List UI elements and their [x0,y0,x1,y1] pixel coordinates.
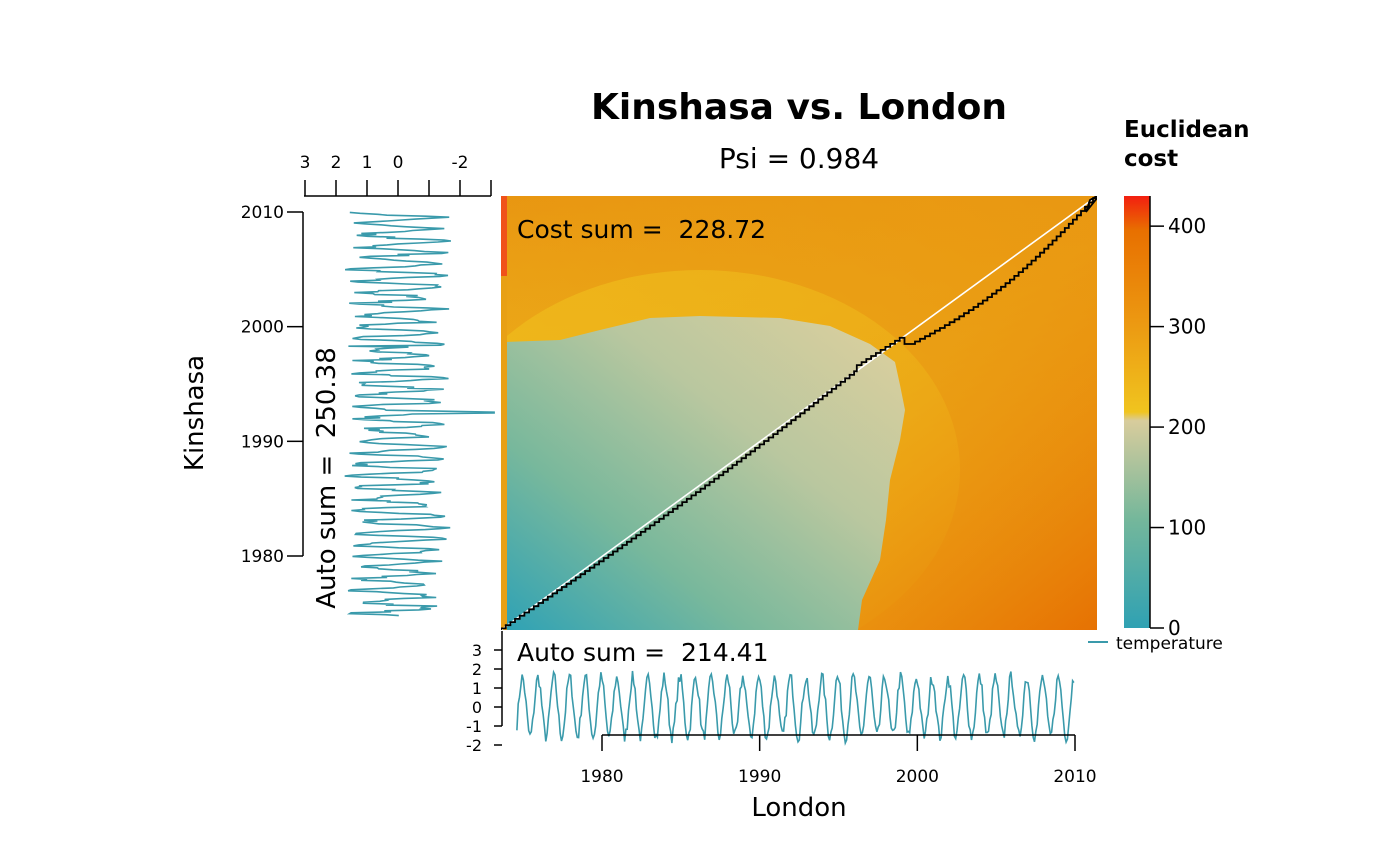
x-tick-label: 1980 [580,767,623,787]
left-value-tick-label: 0 [393,153,404,173]
colorbar-title-line-1: Euclidean [1124,117,1249,143]
y-auto-sum-label: Auto sum = 250.38 [312,347,342,609]
colorbar: Euclidean cost 0 100 200 300 400 [1124,117,1257,640]
left-value-tick-label: -2 [452,153,469,173]
x-tick-label: 1990 [738,767,781,787]
left-value-tick-label: 1 [362,153,373,173]
colorbar-tick-label: 300 [1168,315,1206,339]
left-series-value-ticks: 3 2 1 0 -2 [300,153,492,196]
colorbar-tick-label: 400 [1168,214,1206,238]
y-tick-label: 2000 [241,318,284,338]
left-value-tick-label: 3 [300,153,311,173]
cost-heatmap [501,196,1097,630]
left-series-panel: 3 2 1 0 -2 1980 1990 2000 2010 Kinshasa Auto su… [180,153,495,617]
heatmap-low-cost-region [506,316,905,630]
x-axis-ticks: 1980 1990 2000 2010 [580,735,1097,787]
chart-title: Kinshasa vs. London [591,87,1007,128]
heatmap-left-edge-strip [501,196,507,630]
bottom-value-tick-label: -1 [466,717,482,736]
colorbar-gradient [1124,196,1150,628]
colorbar-title-line-2: cost [1124,146,1178,172]
x-tick-label: 2010 [1053,767,1096,787]
diagonal-line [501,196,1097,630]
x-auto-sum-label: Auto sum = 214.41 [517,638,768,667]
colorbar-title: Euclidean cost [1124,117,1257,172]
bottom-value-tick-label: 1 [472,679,482,698]
warping-path [501,196,1097,630]
left-series-line [344,211,495,617]
colorbar-tick-label: 0 [1168,616,1181,640]
bottom-series-line [516,669,1075,746]
colorbar-tick-label: 200 [1168,415,1206,439]
bottom-value-tick-label: 2 [472,660,482,679]
bottom-value-tick-label: 0 [472,698,482,717]
bottom-value-tick-label: 3 [472,641,482,660]
y-tick-label: 2010 [241,203,284,223]
bottom-value-tick-label: -2 [466,736,482,755]
colorbar-tick-label: 100 [1168,516,1206,540]
cost-sum-label: Cost sum = 228.72 [517,215,766,244]
legend: temperature [1088,634,1223,654]
colorbar-ticks: 0 100 200 300 400 [1150,214,1206,640]
y-axis-label: Kinshasa [180,355,210,471]
y-axis-ticks: 1980 1990 2000 2010 [241,203,303,567]
x-axis-label: London [751,793,846,823]
chart-subtitle: Psi = 0.984 [719,142,879,175]
x-tick-label: 2000 [896,767,939,787]
y-tick-label: 1980 [241,547,284,567]
legend-label-temperature: temperature [1116,634,1223,654]
y-tick-label: 1990 [241,432,284,452]
left-value-tick-label: 2 [331,153,342,173]
heatmap-corner-hot-strip [501,196,507,276]
